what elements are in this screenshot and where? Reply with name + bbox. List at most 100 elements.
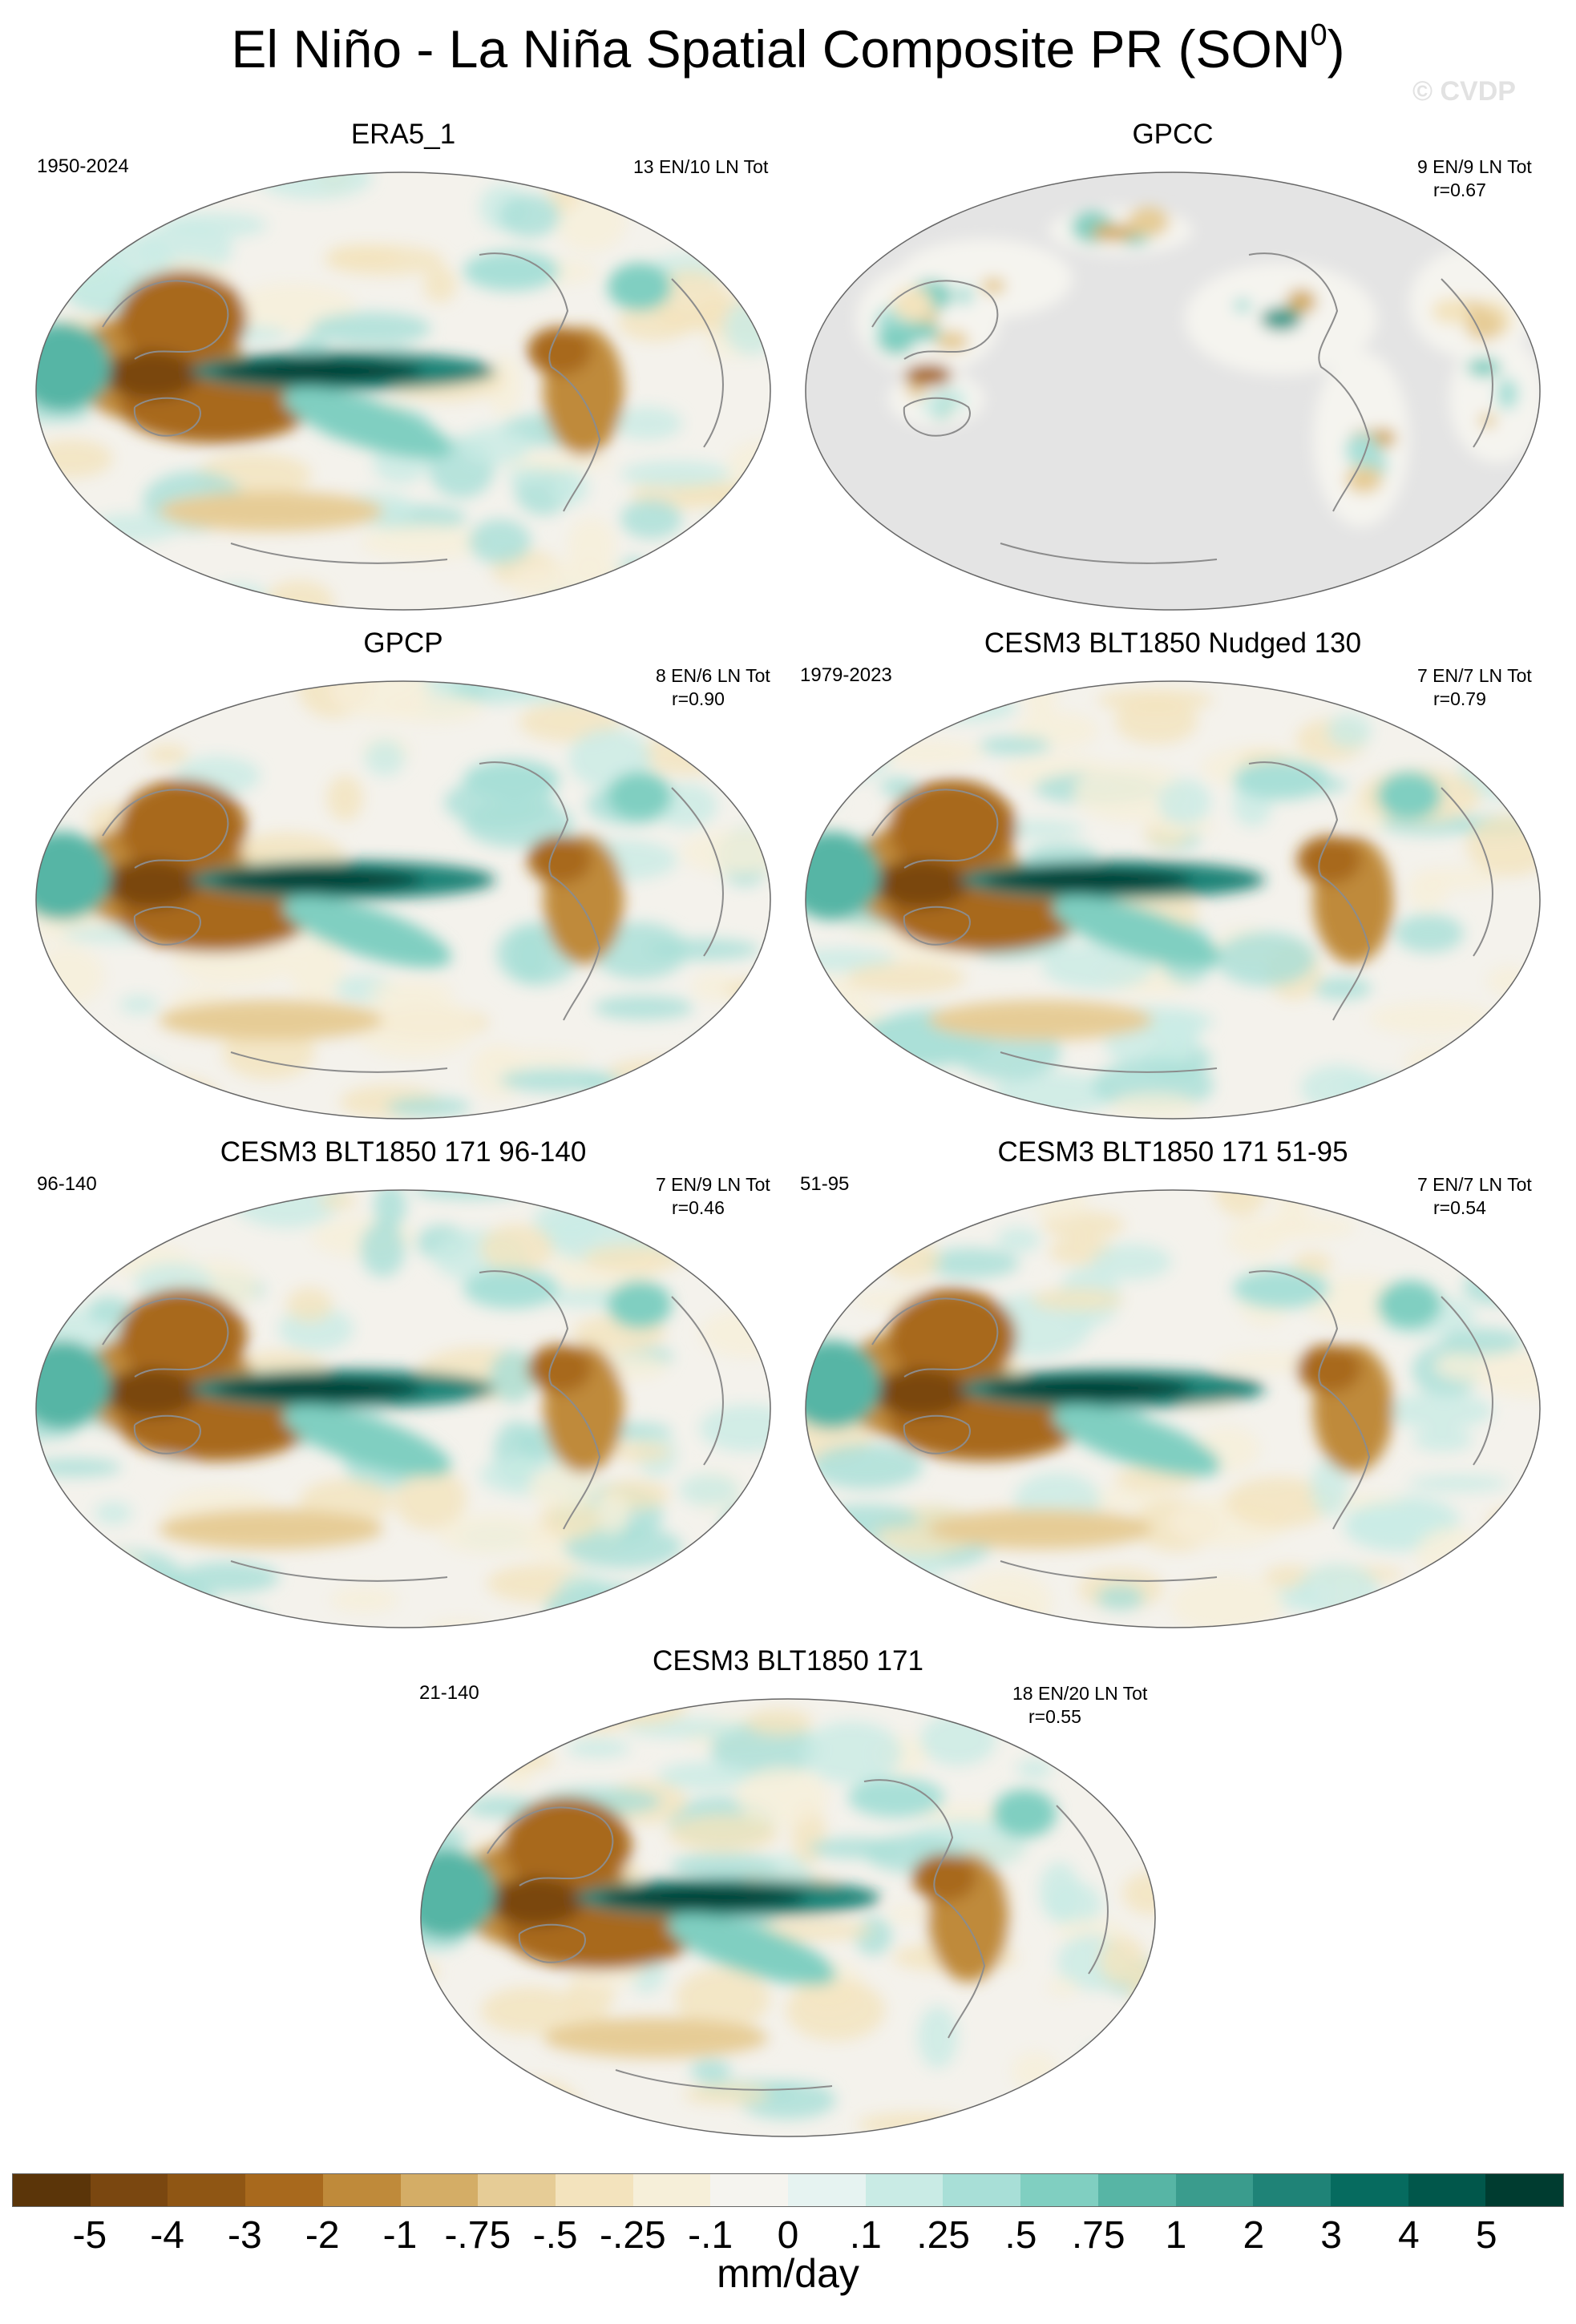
precip-anomaly-map	[35, 1189, 771, 1628]
coastlines	[871, 1270, 1493, 1582]
anomaly-blob	[1233, 298, 1252, 313]
anomaly-blob	[1345, 433, 1380, 467]
map-frame	[35, 1189, 771, 1628]
anomaly-blob	[1517, 785, 1540, 829]
panel-stats: 13 EN/10 LN Tot	[633, 156, 769, 177]
panel-stats: 18 EN/20 LN Tot r=0.55	[1012, 1683, 1148, 1727]
panel-period: 1950-2024	[37, 155, 129, 177]
anomaly-blob	[351, 995, 477, 1059]
anomaly-blob	[709, 685, 766, 723]
anomaly-blob	[675, 1967, 770, 2030]
anomaly-blob	[903, 322, 941, 342]
anomaly-blob	[634, 681, 681, 688]
dry-anomaly	[912, 1854, 976, 1902]
coastline	[1441, 278, 1493, 448]
anomaly-blob	[423, 266, 457, 303]
colorbar-tick-label: -.25	[600, 2214, 666, 2257]
anomaly-blob	[326, 775, 363, 821]
anomaly-blob	[394, 1467, 467, 1531]
anomaly-blob	[63, 1093, 111, 1119]
anomaly-blob	[710, 1255, 770, 1288]
wet-anomaly	[1052, 1405, 1222, 1477]
anomaly-blob	[36, 1050, 95, 1108]
coastline	[518, 1923, 586, 1963]
colorbar-segment	[245, 2174, 323, 2206]
wet-anomaly	[848, 1777, 944, 1818]
colorbar-tick-label: 0	[777, 2214, 799, 2257]
map-frame	[35, 171, 771, 611]
anomaly-blob	[364, 740, 405, 776]
coastline	[479, 1270, 601, 1530]
colorbar-segment	[1175, 2174, 1254, 2206]
coastline	[863, 1779, 986, 2039]
colorbar-segment	[865, 2174, 944, 2206]
dry-anomaly	[1297, 1345, 1361, 1393]
coastlines	[102, 761, 724, 1073]
dry-anomaly	[103, 1369, 199, 1417]
anomaly-blob	[847, 962, 965, 995]
coastline	[903, 397, 971, 437]
wet-anomaly	[282, 387, 452, 459]
coastline	[133, 906, 201, 946]
colorbar-segment	[788, 2174, 866, 2206]
panel-title: ERA5_1	[350, 119, 456, 150]
cvdp-watermark: © CVDP	[1412, 76, 1516, 107]
dry-anomaly	[103, 860, 199, 908]
colorbar-tick-label: -.5	[532, 2214, 578, 2257]
anomaly-blob	[872, 740, 984, 767]
anomaly-blob	[665, 1603, 698, 1628]
panel-title: GPCC	[1132, 119, 1214, 150]
anomaly-blob	[468, 518, 531, 564]
dry-anomaly	[527, 836, 592, 884]
wet-anomaly	[282, 896, 452, 968]
anomaly-blob	[689, 2059, 732, 2082]
anomaly-blob	[564, 1700, 630, 1733]
anomaly-blob	[816, 1504, 920, 1531]
anomaly-blob	[806, 790, 841, 809]
anomaly-blob	[461, 426, 531, 466]
anomaly-blob	[36, 1581, 85, 1608]
anomaly-blob	[806, 684, 896, 721]
anomaly-blob	[1300, 1064, 1376, 1112]
coastline	[102, 1297, 229, 1378]
colorbar-segment	[710, 2174, 789, 2206]
colorbar-tick-label: -4	[150, 2214, 184, 2257]
panel-stats: 7 EN/7 LN Tot r=0.79	[1417, 665, 1532, 709]
anomaly-blob	[881, 1240, 940, 1280]
anomaly-blob	[920, 397, 943, 415]
anomaly-blob	[1487, 1507, 1530, 1539]
anomaly-blob	[935, 330, 969, 352]
coastline	[1000, 1560, 1218, 1582]
coastline	[671, 1296, 724, 1466]
wet-anomaly	[1052, 896, 1222, 968]
colorbar-segment	[1020, 2174, 1098, 2206]
anomaly-blob	[1011, 2052, 1058, 2092]
anomaly-blob	[327, 244, 400, 266]
anomaly-blob	[499, 194, 560, 238]
coastlines	[487, 1779, 1109, 2091]
anomaly-blob	[220, 1608, 267, 1628]
anomaly-blob	[887, 1906, 929, 1923]
anomaly-blob	[613, 1442, 671, 1463]
colorbar-tick-label: -5	[72, 2214, 107, 2257]
anomaly-blob	[72, 1055, 107, 1109]
anomaly-blob	[318, 1192, 358, 1209]
anomaly-blob	[956, 285, 973, 305]
dry-anomaly	[503, 1797, 632, 1894]
dry-anomaly	[1297, 836, 1361, 884]
anomaly-blob	[502, 452, 614, 472]
anomaly-blob	[509, 561, 636, 604]
anomaly-blob	[1079, 2083, 1155, 2136]
anomaly-blob	[360, 524, 488, 560]
anomaly-blob	[1344, 466, 1383, 494]
colorbar-segment	[943, 2174, 1021, 2206]
anomaly-blob	[47, 683, 152, 728]
anomaly-blob	[1390, 1100, 1465, 1119]
anomaly-blob	[1085, 2043, 1155, 2064]
anomaly-blob	[36, 531, 113, 577]
panel-title: GPCP	[363, 627, 443, 659]
precip-anomaly-map	[35, 171, 771, 611]
anomaly-blob	[566, 1738, 630, 1758]
anomaly-blob	[1292, 1252, 1332, 1276]
anomaly-blob	[669, 1853, 778, 1878]
